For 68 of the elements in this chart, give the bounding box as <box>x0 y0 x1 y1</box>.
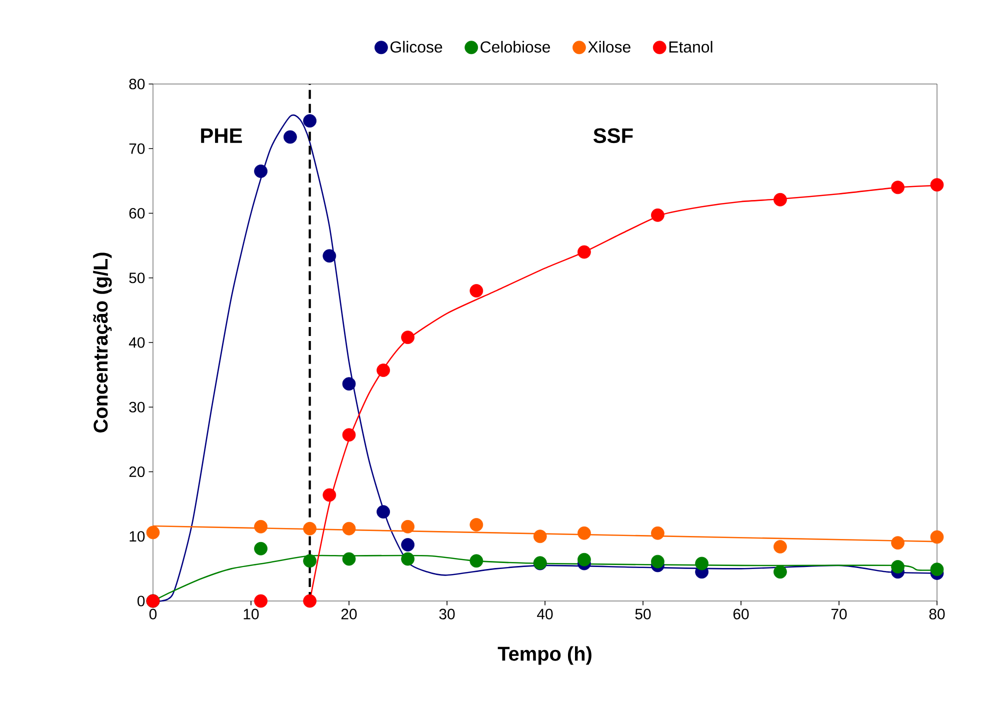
legend-label: Etanol <box>669 40 712 53</box>
point <box>303 522 316 536</box>
legend-label: Glicose <box>390 40 442 53</box>
point <box>401 330 414 344</box>
point <box>533 530 547 544</box>
point <box>578 552 591 566</box>
point <box>284 130 297 144</box>
point <box>891 536 905 550</box>
point <box>470 284 484 298</box>
y-tick-label: 10 <box>130 531 145 542</box>
point <box>774 540 787 554</box>
point <box>470 518 484 532</box>
point <box>254 542 268 556</box>
point <box>695 556 709 570</box>
x-tick-label: 0 <box>149 608 157 620</box>
annotation: SSF <box>593 128 633 144</box>
point <box>322 249 336 263</box>
y-tick-label: 60 <box>129 208 145 219</box>
x-tick-label: 80 <box>929 608 945 620</box>
x-axis-title: Tempo (h) <box>498 646 592 665</box>
point <box>930 178 944 192</box>
point <box>342 377 356 391</box>
point <box>303 114 316 128</box>
point <box>651 526 664 540</box>
point <box>342 552 356 566</box>
point <box>303 594 316 608</box>
point <box>651 554 664 568</box>
point <box>303 554 316 568</box>
point <box>470 554 484 568</box>
point <box>651 208 664 222</box>
point <box>376 364 390 377</box>
point <box>376 505 390 519</box>
point <box>401 552 414 566</box>
point <box>254 164 268 178</box>
point <box>930 562 944 576</box>
point <box>578 245 591 259</box>
x-tick-label: 60 <box>733 608 749 620</box>
point <box>578 526 591 540</box>
y-tick-label: 40 <box>128 337 145 348</box>
legend-label: Celobiose <box>480 40 550 53</box>
point <box>401 520 414 534</box>
y-tick-label: 0 <box>137 596 145 606</box>
point <box>342 428 356 442</box>
point <box>146 526 160 540</box>
x-tick-label: 20 <box>341 608 357 620</box>
point <box>891 180 905 194</box>
x-tick-label: 40 <box>537 608 553 620</box>
y-tick-label: 50 <box>129 272 145 284</box>
annotation: PHE <box>201 128 242 143</box>
y-tick-label: 30 <box>129 402 145 412</box>
x-tick-label: 30 <box>439 608 455 620</box>
point <box>774 565 787 579</box>
y-axis-title: Concentração (g/L) <box>93 252 112 432</box>
y-tick-label: 20 <box>129 466 145 478</box>
point <box>774 192 787 206</box>
point <box>254 520 268 534</box>
y-tick-label: 80 <box>129 78 145 90</box>
x-tick-label: 70 <box>831 608 847 620</box>
legend-label: Xilose <box>588 40 630 53</box>
point <box>401 538 414 552</box>
point <box>254 594 268 608</box>
point <box>342 522 356 536</box>
point <box>891 560 905 574</box>
point <box>322 488 336 502</box>
x-tick-label: 10 <box>244 608 259 620</box>
y-tick-label: 70 <box>129 143 145 154</box>
x-tick-label: 50 <box>635 608 651 620</box>
point <box>930 530 944 544</box>
